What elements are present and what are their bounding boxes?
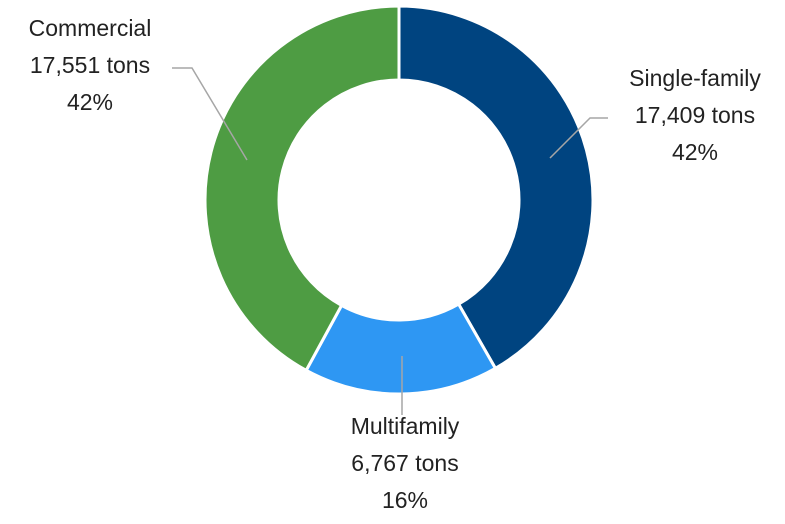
value-label: 17,551 tons [30,52,150,78]
percentage-label: 42% [672,139,718,165]
category-label: Multifamily [351,413,460,439]
leader-line [172,67,248,161]
category-label: Commercial [29,15,152,41]
leader-line [549,117,608,159]
percentage-label: 42% [67,89,113,115]
category-label: Single-family [629,65,761,91]
donut-slice [203,4,401,373]
percentage-label: 16% [382,487,428,513]
value-label: 6,767 tons [351,450,458,476]
donut-slice [397,4,595,371]
value-label: 17,409 tons [635,102,755,128]
